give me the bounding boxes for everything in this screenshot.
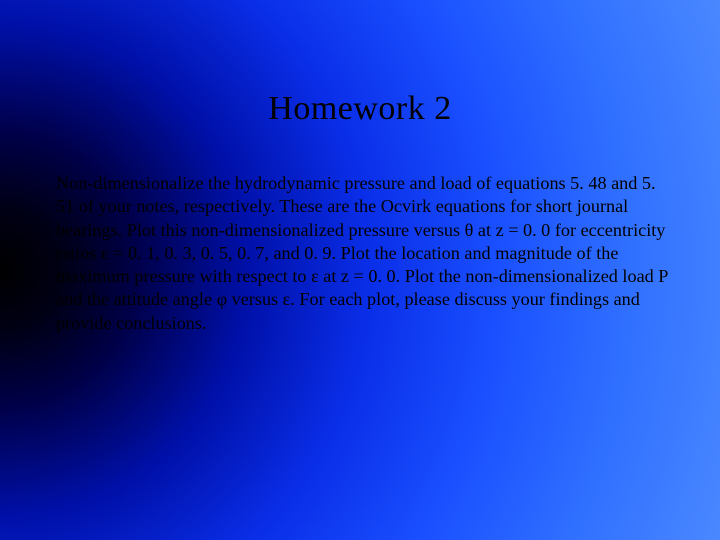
slide: Homework 2 Non-dimensionalize the hydrod… bbox=[0, 0, 720, 540]
slide-body: Non-dimensionalize the hydrodynamic pres… bbox=[56, 172, 670, 335]
slide-title: Homework 2 bbox=[0, 90, 720, 128]
